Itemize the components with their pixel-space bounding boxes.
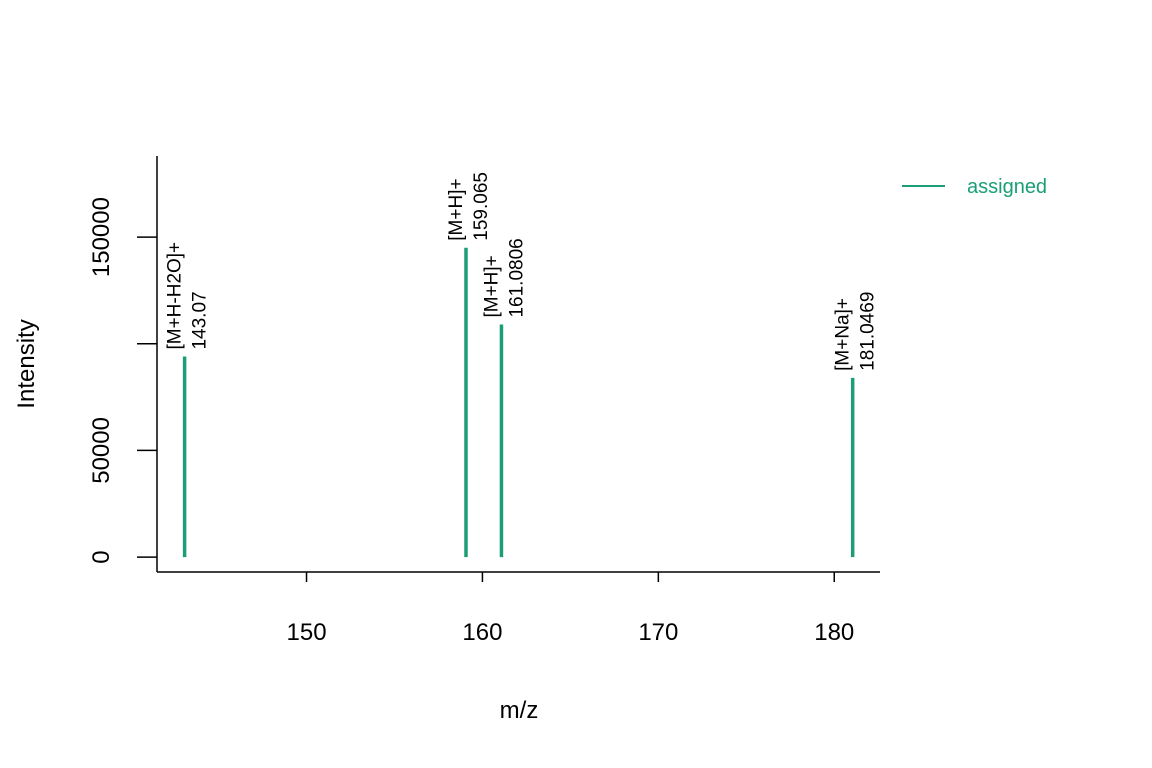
x-axis-title: m/z xyxy=(500,697,539,724)
legend: assigned xyxy=(902,176,1047,198)
y-tick-label: 150000 xyxy=(88,197,115,277)
y-tick-label: 50000 xyxy=(88,417,115,484)
peaks xyxy=(182,247,855,558)
axes xyxy=(156,156,880,573)
peak-mz-label: 161.0806 xyxy=(506,238,527,317)
peak-labels: [M+H-H2O]+ 143.07[M+H]+ 159.065[M+H]+ 161.0… xyxy=(165,172,879,371)
peak-mz-label: 143.07 xyxy=(190,291,211,349)
x-ticks: 150 160 170 180 xyxy=(287,572,854,646)
y-tick-label: 0 xyxy=(88,550,115,563)
x-tick-label: 170 xyxy=(638,619,678,646)
x-tick-label: 160 xyxy=(462,619,502,646)
peak-mz-label: 159.065 xyxy=(471,172,492,241)
y-axis-title: Intensity xyxy=(13,319,40,408)
peak-annotation: [M+Na]+ xyxy=(833,298,854,371)
legend-label: assigned xyxy=(967,176,1047,198)
peak-annotation: [M+H-H2O]+ xyxy=(165,242,186,350)
x-tick-label: 150 xyxy=(287,619,327,646)
peak-annotation: [M+H]+ xyxy=(481,255,502,317)
peak-mz-label: 181.0469 xyxy=(858,292,879,371)
peak-annotation: [M+H]+ xyxy=(446,178,467,240)
x-tick-label: 180 xyxy=(814,619,854,646)
y-ticks: 0 50000 150000 xyxy=(88,197,157,564)
